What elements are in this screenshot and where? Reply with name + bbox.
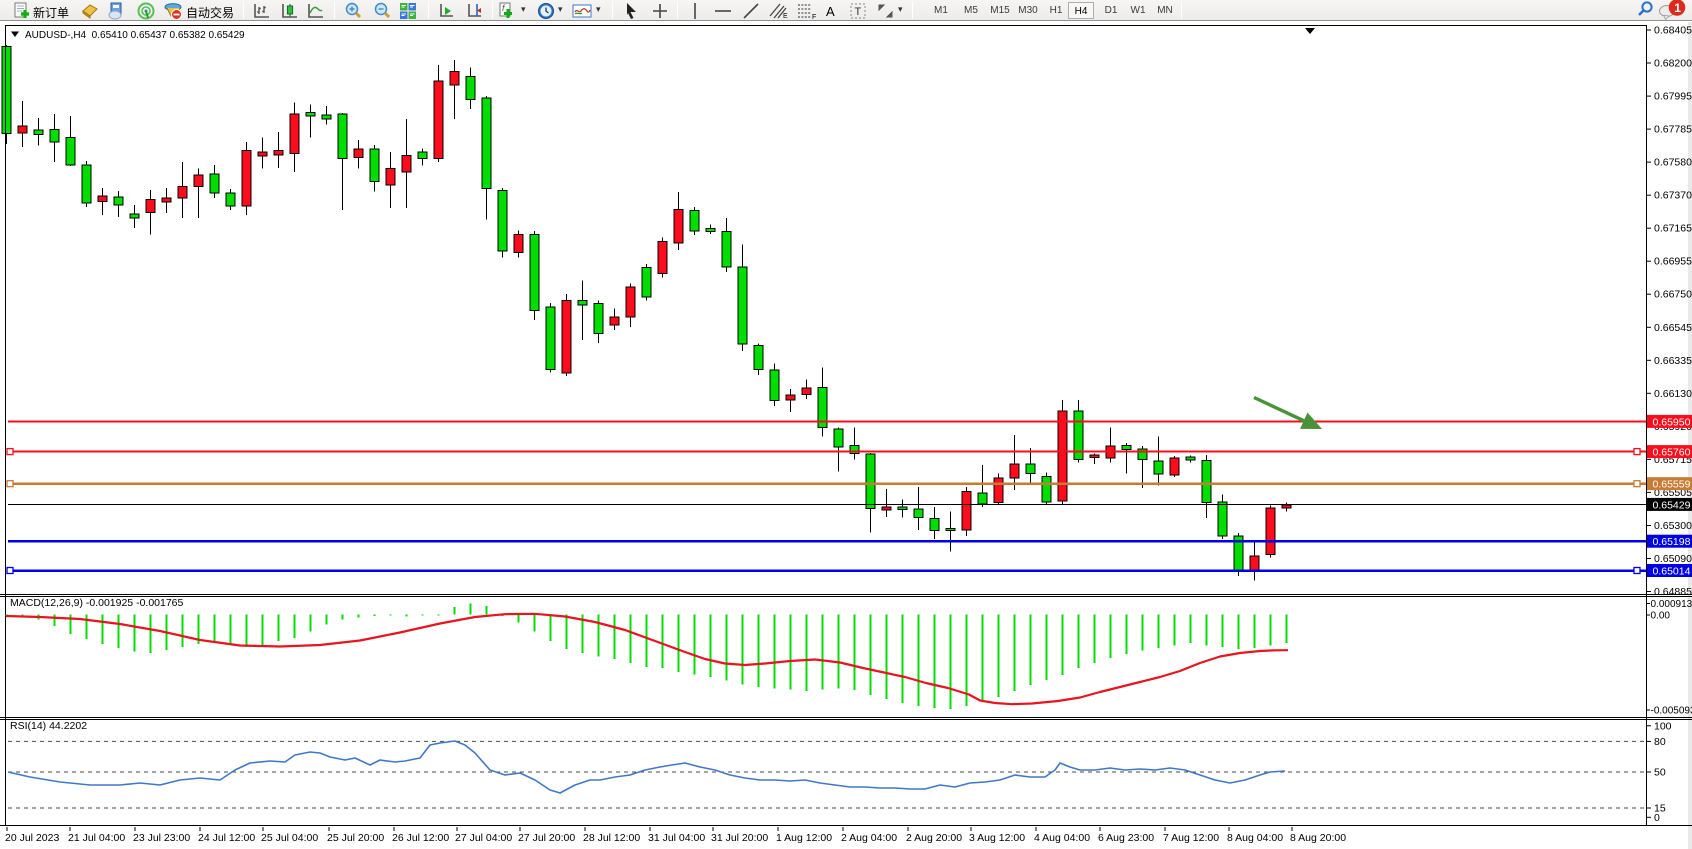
svg-text:0.65950: 0.65950 (1653, 416, 1691, 428)
svg-text:24 Jul 12:00: 24 Jul 12:00 (198, 832, 255, 844)
svg-text:28 Jul 12:00: 28 Jul 12:00 (583, 832, 640, 844)
svg-text:1 Aug 12:00: 1 Aug 12:00 (776, 832, 832, 844)
svg-text:1: 1 (1674, 1, 1681, 15)
svg-text:0.00: 0.00 (1651, 611, 1671, 622)
svg-text:RSI(14) 44.2202: RSI(14) 44.2202 (10, 720, 87, 732)
svg-text:31 Jul 04:00: 31 Jul 04:00 (648, 832, 705, 844)
svg-text:0.65090: 0.65090 (1654, 553, 1692, 565)
svg-text:0.65559: 0.65559 (1653, 479, 1691, 491)
svg-text:0.65300: 0.65300 (1654, 520, 1692, 532)
svg-text:-0.005093: -0.005093 (1651, 706, 1692, 717)
svg-text:23 Jul 23:00: 23 Jul 23:00 (133, 832, 190, 844)
svg-text:0.68200: 0.68200 (1654, 58, 1692, 70)
svg-text:26 Jul 12:00: 26 Jul 12:00 (392, 832, 449, 844)
svg-text:0.66335: 0.66335 (1654, 355, 1692, 367)
svg-text:0.68405: 0.68405 (1654, 25, 1692, 37)
svg-text:MACD(12,26,9) -0.001925 -0.001: MACD(12,26,9) -0.001925 -0.001765 (10, 597, 184, 609)
svg-text:4 Aug 04:00: 4 Aug 04:00 (1034, 832, 1090, 844)
svg-text:0.65760: 0.65760 (1653, 447, 1691, 459)
svg-text:AUDUSD-,H4 0.65410 0.65437 0.: AUDUSD-,H4 0.65410 0.65437 0.65382 0.654… (25, 30, 245, 41)
svg-text:25 Jul 20:00: 25 Jul 20:00 (327, 832, 384, 844)
svg-text:21 Jul 04:00: 21 Jul 04:00 (68, 832, 125, 844)
svg-text:27 Jul 20:00: 27 Jul 20:00 (518, 832, 575, 844)
svg-text:15: 15 (1654, 803, 1666, 815)
svg-text:E: E (783, 13, 788, 20)
svg-text:0.65429: 0.65429 (1653, 499, 1691, 511)
svg-text:0.66130: 0.66130 (1654, 388, 1692, 400)
svg-text:0.65014: 0.65014 (1653, 566, 1691, 578)
svg-text:0.000913: 0.000913 (1651, 599, 1692, 610)
svg-text:0.67995: 0.67995 (1654, 91, 1692, 103)
svg-text:7 Aug 12:00: 7 Aug 12:00 (1163, 832, 1219, 844)
svg-text:2 Aug 04:00: 2 Aug 04:00 (841, 832, 897, 844)
svg-text:0.67165: 0.67165 (1654, 223, 1692, 235)
svg-text:31 Jul 20:00: 31 Jul 20:00 (711, 832, 768, 844)
svg-text:0.64885: 0.64885 (1654, 586, 1692, 598)
svg-text:8 Aug 20:00: 8 Aug 20:00 (1290, 832, 1346, 844)
svg-text:3 Aug 12:00: 3 Aug 12:00 (969, 832, 1025, 844)
svg-text:0.66750: 0.66750 (1654, 289, 1692, 301)
svg-text:0: 0 (1654, 812, 1660, 824)
svg-text:0.66545: 0.66545 (1654, 322, 1692, 334)
svg-text:0.65198: 0.65198 (1653, 536, 1691, 548)
svg-text:20 Jul 2023: 20 Jul 2023 (5, 832, 59, 844)
svg-text:25 Jul 04:00: 25 Jul 04:00 (261, 832, 318, 844)
svg-text:0.67785: 0.67785 (1654, 124, 1692, 136)
svg-text:80: 80 (1654, 736, 1666, 748)
svg-text:0.67580: 0.67580 (1654, 157, 1692, 169)
svg-text:27 Jul 04:00: 27 Jul 04:00 (455, 832, 512, 844)
svg-text:50: 50 (1654, 767, 1666, 779)
svg-text:6 Aug 23:00: 6 Aug 23:00 (1098, 832, 1154, 844)
svg-text:f: f (502, 3, 506, 13)
svg-text:T: T (855, 6, 862, 18)
svg-text:F: F (812, 14, 816, 20)
svg-text:0.66955: 0.66955 (1654, 256, 1692, 268)
svg-text:100: 100 (1654, 720, 1672, 732)
svg-text:0.67370: 0.67370 (1654, 190, 1692, 202)
svg-text:2 Aug 20:00: 2 Aug 20:00 (906, 832, 962, 844)
svg-text:8 Aug 04:00: 8 Aug 04:00 (1227, 832, 1283, 844)
